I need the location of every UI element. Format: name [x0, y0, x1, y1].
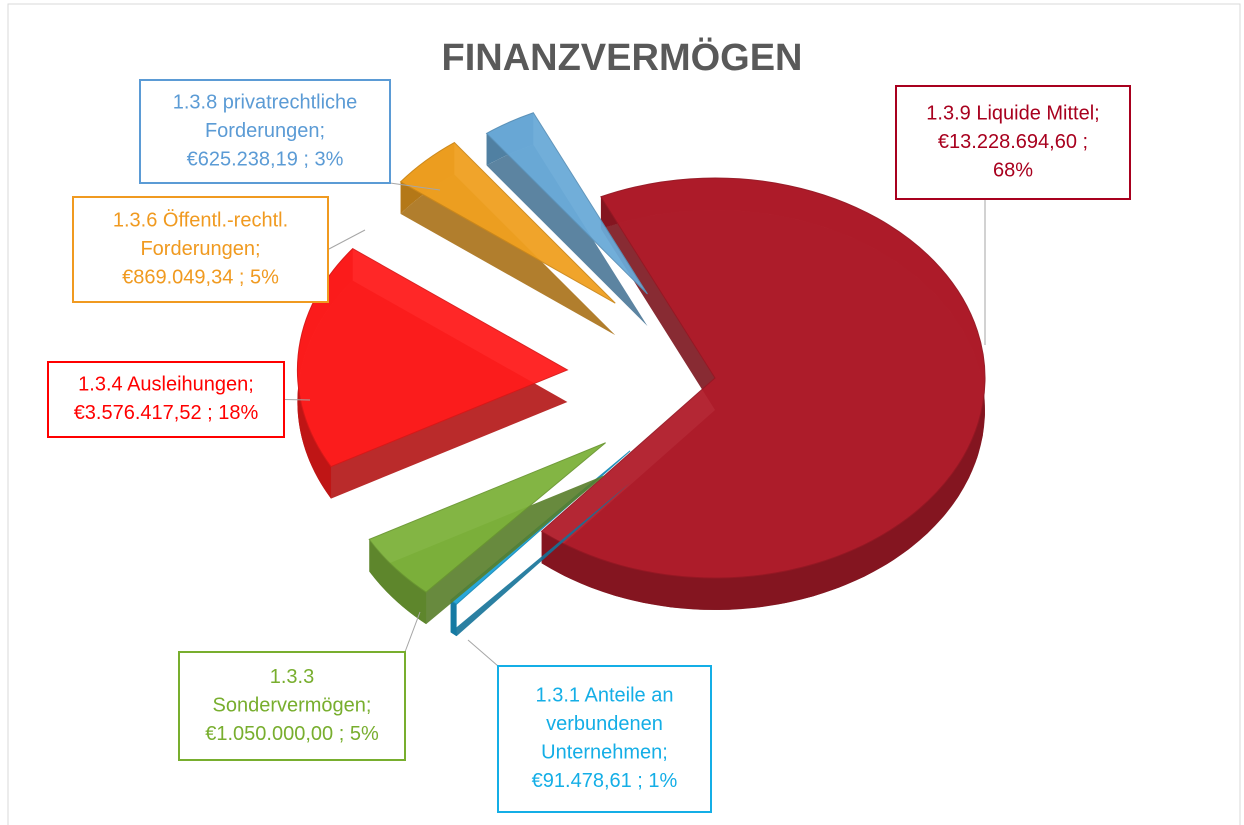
pie-slice-side — [400, 174, 616, 336]
data-label: 1.3.9 Liquide Mittel; — [926, 102, 1099, 124]
pie-slice-group — [485, 112, 648, 327]
pie-slice-wall — [369, 539, 427, 625]
data-label-box — [72, 196, 329, 303]
data-label: 1.3.1 Anteile an — [536, 685, 674, 707]
data-label-box — [139, 79, 391, 184]
data-label: verbundenen — [546, 713, 663, 735]
data-label: €869.049,34 ; 5% — [122, 266, 279, 288]
chart-title: FINANZVERMÖGEN — [442, 36, 803, 79]
pie-slice-side — [486, 144, 648, 327]
pie-slice-group — [540, 177, 986, 610]
pie-slice-group — [399, 141, 616, 336]
pie-slice — [296, 248, 569, 468]
leader-line — [327, 229, 366, 250]
pie-slice-wall — [541, 178, 985, 610]
data-label: Unternehmen; — [541, 742, 668, 764]
pie-slice — [368, 442, 606, 593]
data-label: 1.3.8 privatrechtliche — [173, 91, 358, 113]
data-label: €3.576.417,52 ; 18% — [74, 402, 259, 424]
pie-slice-group — [296, 248, 569, 499]
leader-line — [467, 639, 499, 667]
data-label-box — [895, 85, 1131, 200]
pie-slice-wall — [450, 600, 457, 637]
leader-line — [283, 399, 311, 401]
data-label: Forderungen; — [205, 120, 325, 142]
data-label: 1.3.3 — [270, 666, 314, 688]
data-label: €1.050.000,00 ; 5% — [205, 723, 379, 745]
leader-line — [389, 182, 441, 191]
data-label: €13.228.694,60 ; — [938, 131, 1088, 153]
pie-slice-side — [450, 482, 631, 637]
data-label: Sondervermögen; — [213, 694, 372, 716]
data-label-box — [497, 665, 712, 813]
data-label: €625.238,19 ; 3% — [187, 148, 344, 170]
pie-slice — [399, 141, 616, 304]
data-label: 1.3.4 Ausleihungen; — [78, 374, 254, 396]
pie-slice-group — [368, 442, 606, 625]
data-label: €91.478,61 ; 1% — [532, 770, 678, 792]
pie-slice — [485, 112, 648, 295]
data-label: 68% — [993, 159, 1033, 181]
data-label: 1.3.6 Öffentl.-rechtl. — [113, 209, 288, 231]
data-label-box — [178, 651, 406, 761]
leader-line — [404, 611, 421, 653]
pie-slice — [540, 177, 986, 579]
data-label-box — [47, 361, 285, 438]
data-label: Forderungen; — [140, 238, 260, 260]
